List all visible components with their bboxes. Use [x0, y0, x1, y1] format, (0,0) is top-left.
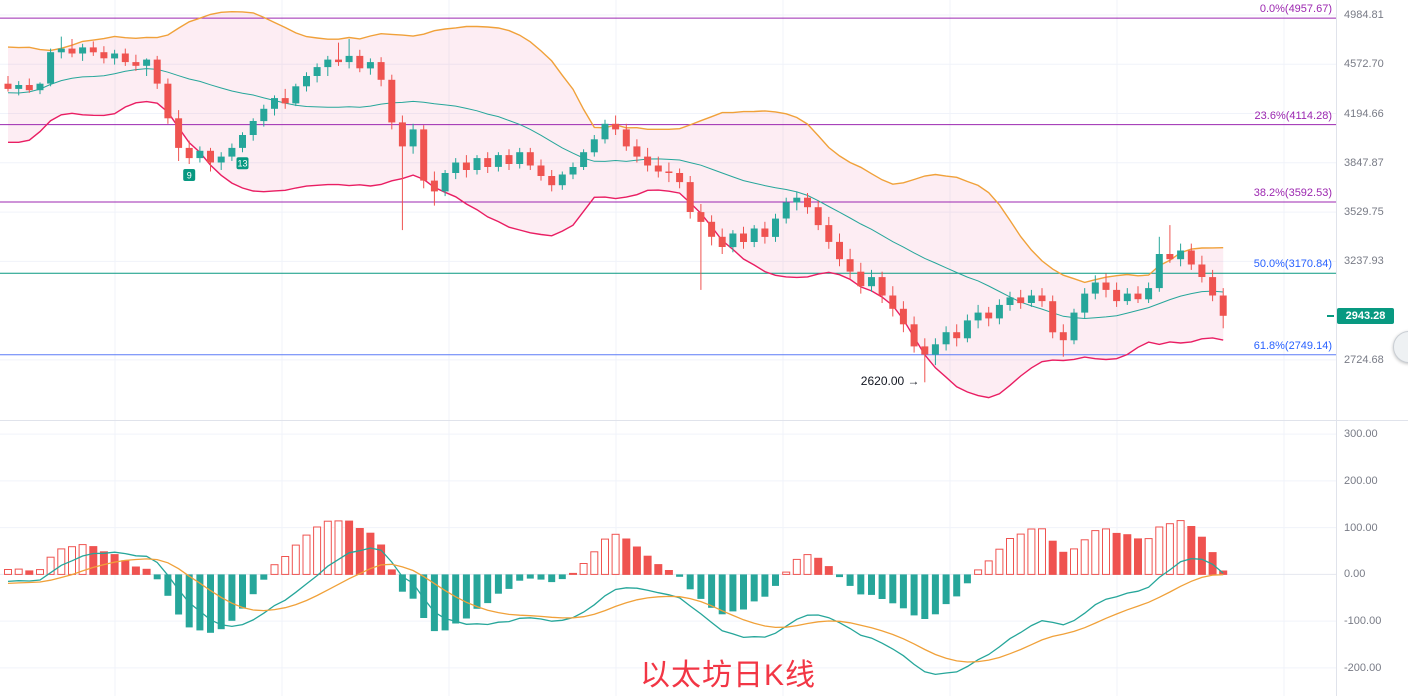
svg-text:9: 9	[187, 171, 192, 181]
macd-axis-label: 300.00	[1344, 428, 1378, 441]
price-axis-label: 3847.87	[1344, 156, 1384, 169]
fib-level-label: 23.6%(4114.28)	[1254, 109, 1332, 122]
fib-level-label: 61.8%(2749.14)	[1253, 339, 1332, 352]
watermark-title: 以太坊日K线	[640, 659, 817, 692]
svg-text:13: 13	[237, 159, 247, 169]
macd-dea-line	[7, 558, 1224, 663]
candles[interactable]	[4, 36, 1227, 383]
bollinger-fill	[8, 11, 1224, 398]
panel-divider[interactable]	[0, 420, 1408, 421]
macd-axis-label: -100.00	[1344, 615, 1382, 628]
current-price-badge: 2943.28	[1337, 307, 1394, 324]
td-sequential-label: 13	[236, 157, 249, 170]
price-axis-label: 4194.66	[1344, 107, 1384, 120]
price-axis-label: 3237.93	[1344, 255, 1384, 268]
macd-axis-label: 100.00	[1344, 521, 1378, 534]
price-axis-label: 4984.81	[1344, 9, 1384, 21]
macd-axis-label: -200.00	[1344, 661, 1382, 674]
price-axis-label: 2724.68	[1344, 353, 1384, 366]
macd-axis-label: 0.00	[1344, 568, 1366, 581]
fib-level-label: 0.0%(4957.67)	[1259, 3, 1332, 16]
macd-dif-line	[7, 547, 1224, 676]
price-axis-label: 4572.70	[1344, 58, 1384, 71]
price-annotation: 2620.00 →	[861, 374, 920, 388]
floating-widget[interactable]	[1393, 331, 1408, 363]
annotation-arrow-icon: →	[907, 374, 920, 389]
fib-level-label: 38.2%(3592.53)	[1253, 187, 1332, 200]
gridlines	[0, 0, 1336, 696]
price-axis-border	[1336, 0, 1337, 696]
annotation-text: 2620.00	[860, 374, 905, 389]
chart-plot-area[interactable]: 9 13	[0, 0, 1336, 696]
td-sequential-label: 9	[183, 169, 196, 181]
price-line-tick	[1327, 314, 1334, 317]
macd-histogram	[4, 520, 1228, 633]
macd-axis-label: 200.00	[1344, 474, 1378, 487]
fib-level-label: 50.0%(3170.84)	[1253, 258, 1332, 271]
fibonacci-lines[interactable]	[0, 17, 1336, 356]
price-axis-label: 3529.75	[1344, 206, 1384, 219]
